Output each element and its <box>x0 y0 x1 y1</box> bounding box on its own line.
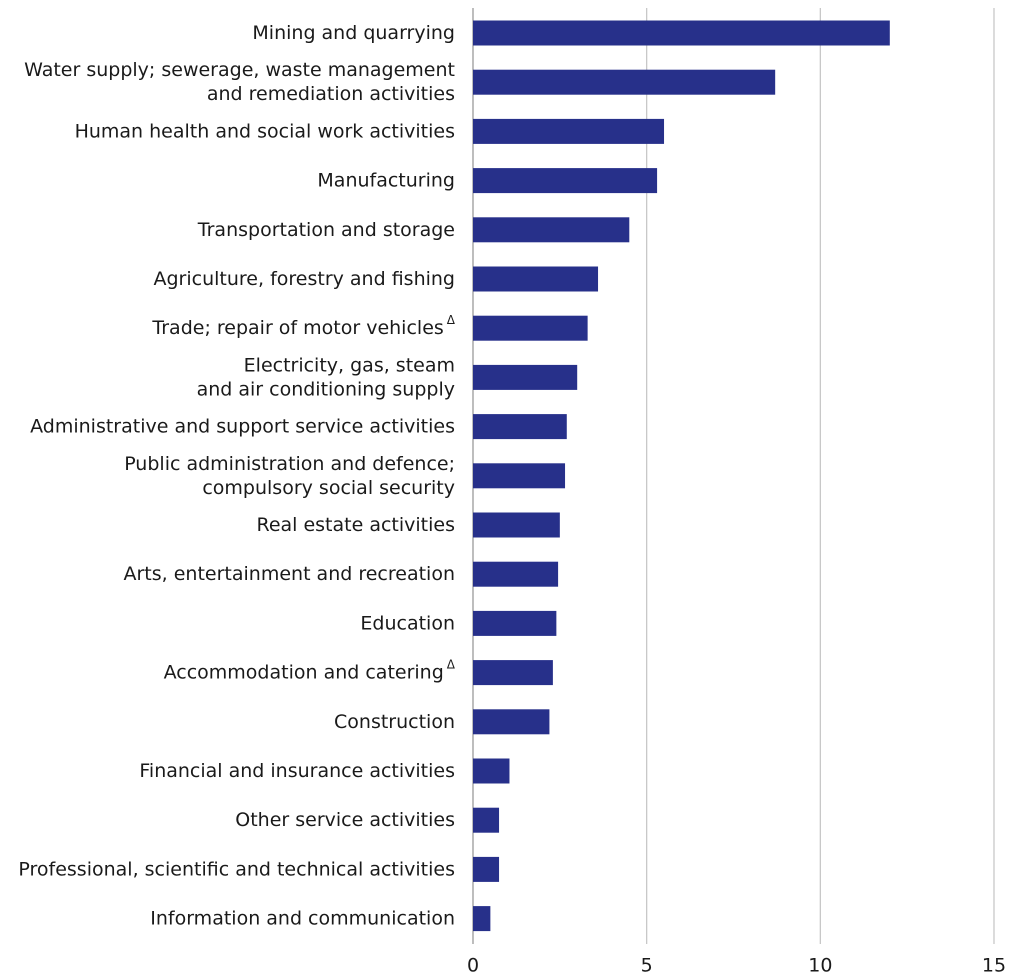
bar-2 <box>473 118 665 144</box>
category-label: Real estate activities <box>256 514 455 536</box>
bar-16 <box>473 807 500 833</box>
category-label: Public administration and defence; <box>124 452 455 474</box>
category-label: Education <box>360 612 455 634</box>
bars <box>473 20 890 932</box>
bar-1 <box>473 69 776 95</box>
x-tick-label: 0 <box>467 955 479 977</box>
category-label: Construction <box>334 710 455 732</box>
category-label: Transportation and storage <box>197 218 455 240</box>
bar-12 <box>473 610 557 636</box>
footnote-marker: Δ <box>447 313 456 327</box>
bar-3 <box>473 168 658 194</box>
category-label: Electricity, gas, steam <box>244 354 455 376</box>
bar-0 <box>473 20 890 46</box>
bar-7 <box>473 364 578 390</box>
x-axis-tick-labels: 0 5 10 15 <box>467 955 1006 977</box>
x-tick-label: 10 <box>808 955 832 977</box>
category-labels: Mining and quarrying Water supply; sewera… <box>18 22 455 930</box>
category-label: Water supply; sewerage, waste management <box>24 59 455 81</box>
bar-17 <box>473 856 500 882</box>
category-label: Accommodation and catering Δ <box>164 657 456 683</box>
bar-10 <box>473 512 560 538</box>
x-tick-label: 5 <box>641 955 653 977</box>
category-label: compulsory social security <box>202 476 455 498</box>
bar-13 <box>473 660 553 686</box>
bar-15 <box>473 758 510 784</box>
x-tick-label: 15 <box>982 955 1006 977</box>
category-label: Agriculture, forestry and fishing <box>154 268 456 290</box>
category-label: Arts, entertainment and recreation <box>124 563 456 585</box>
category-label: Manufacturing <box>317 169 455 191</box>
category-label: Other service activities <box>235 809 455 831</box>
footnote-marker: Δ <box>447 657 456 671</box>
category-label: Mining and quarrying <box>252 22 455 44</box>
bar-11 <box>473 561 559 587</box>
category-label: Professional, scientific and technical a… <box>18 858 455 880</box>
category-label: Human health and social work activities <box>75 120 455 142</box>
bar-9 <box>473 463 566 489</box>
bar-6 <box>473 315 588 341</box>
bar-5 <box>473 266 599 292</box>
category-label: Information and communication <box>150 907 455 929</box>
bar-14 <box>473 709 550 735</box>
category-label: and remediation activities <box>207 83 455 105</box>
category-label: Trade; repair of motor vehicles Δ <box>151 313 455 339</box>
category-label: Administrative and support service activ… <box>30 415 455 437</box>
bar-8 <box>473 414 567 440</box>
bar-18 <box>473 906 491 932</box>
category-label: and air conditioning supply <box>197 378 455 400</box>
bar-4 <box>473 217 630 243</box>
category-label: Financial and insurance activities <box>139 760 455 782</box>
